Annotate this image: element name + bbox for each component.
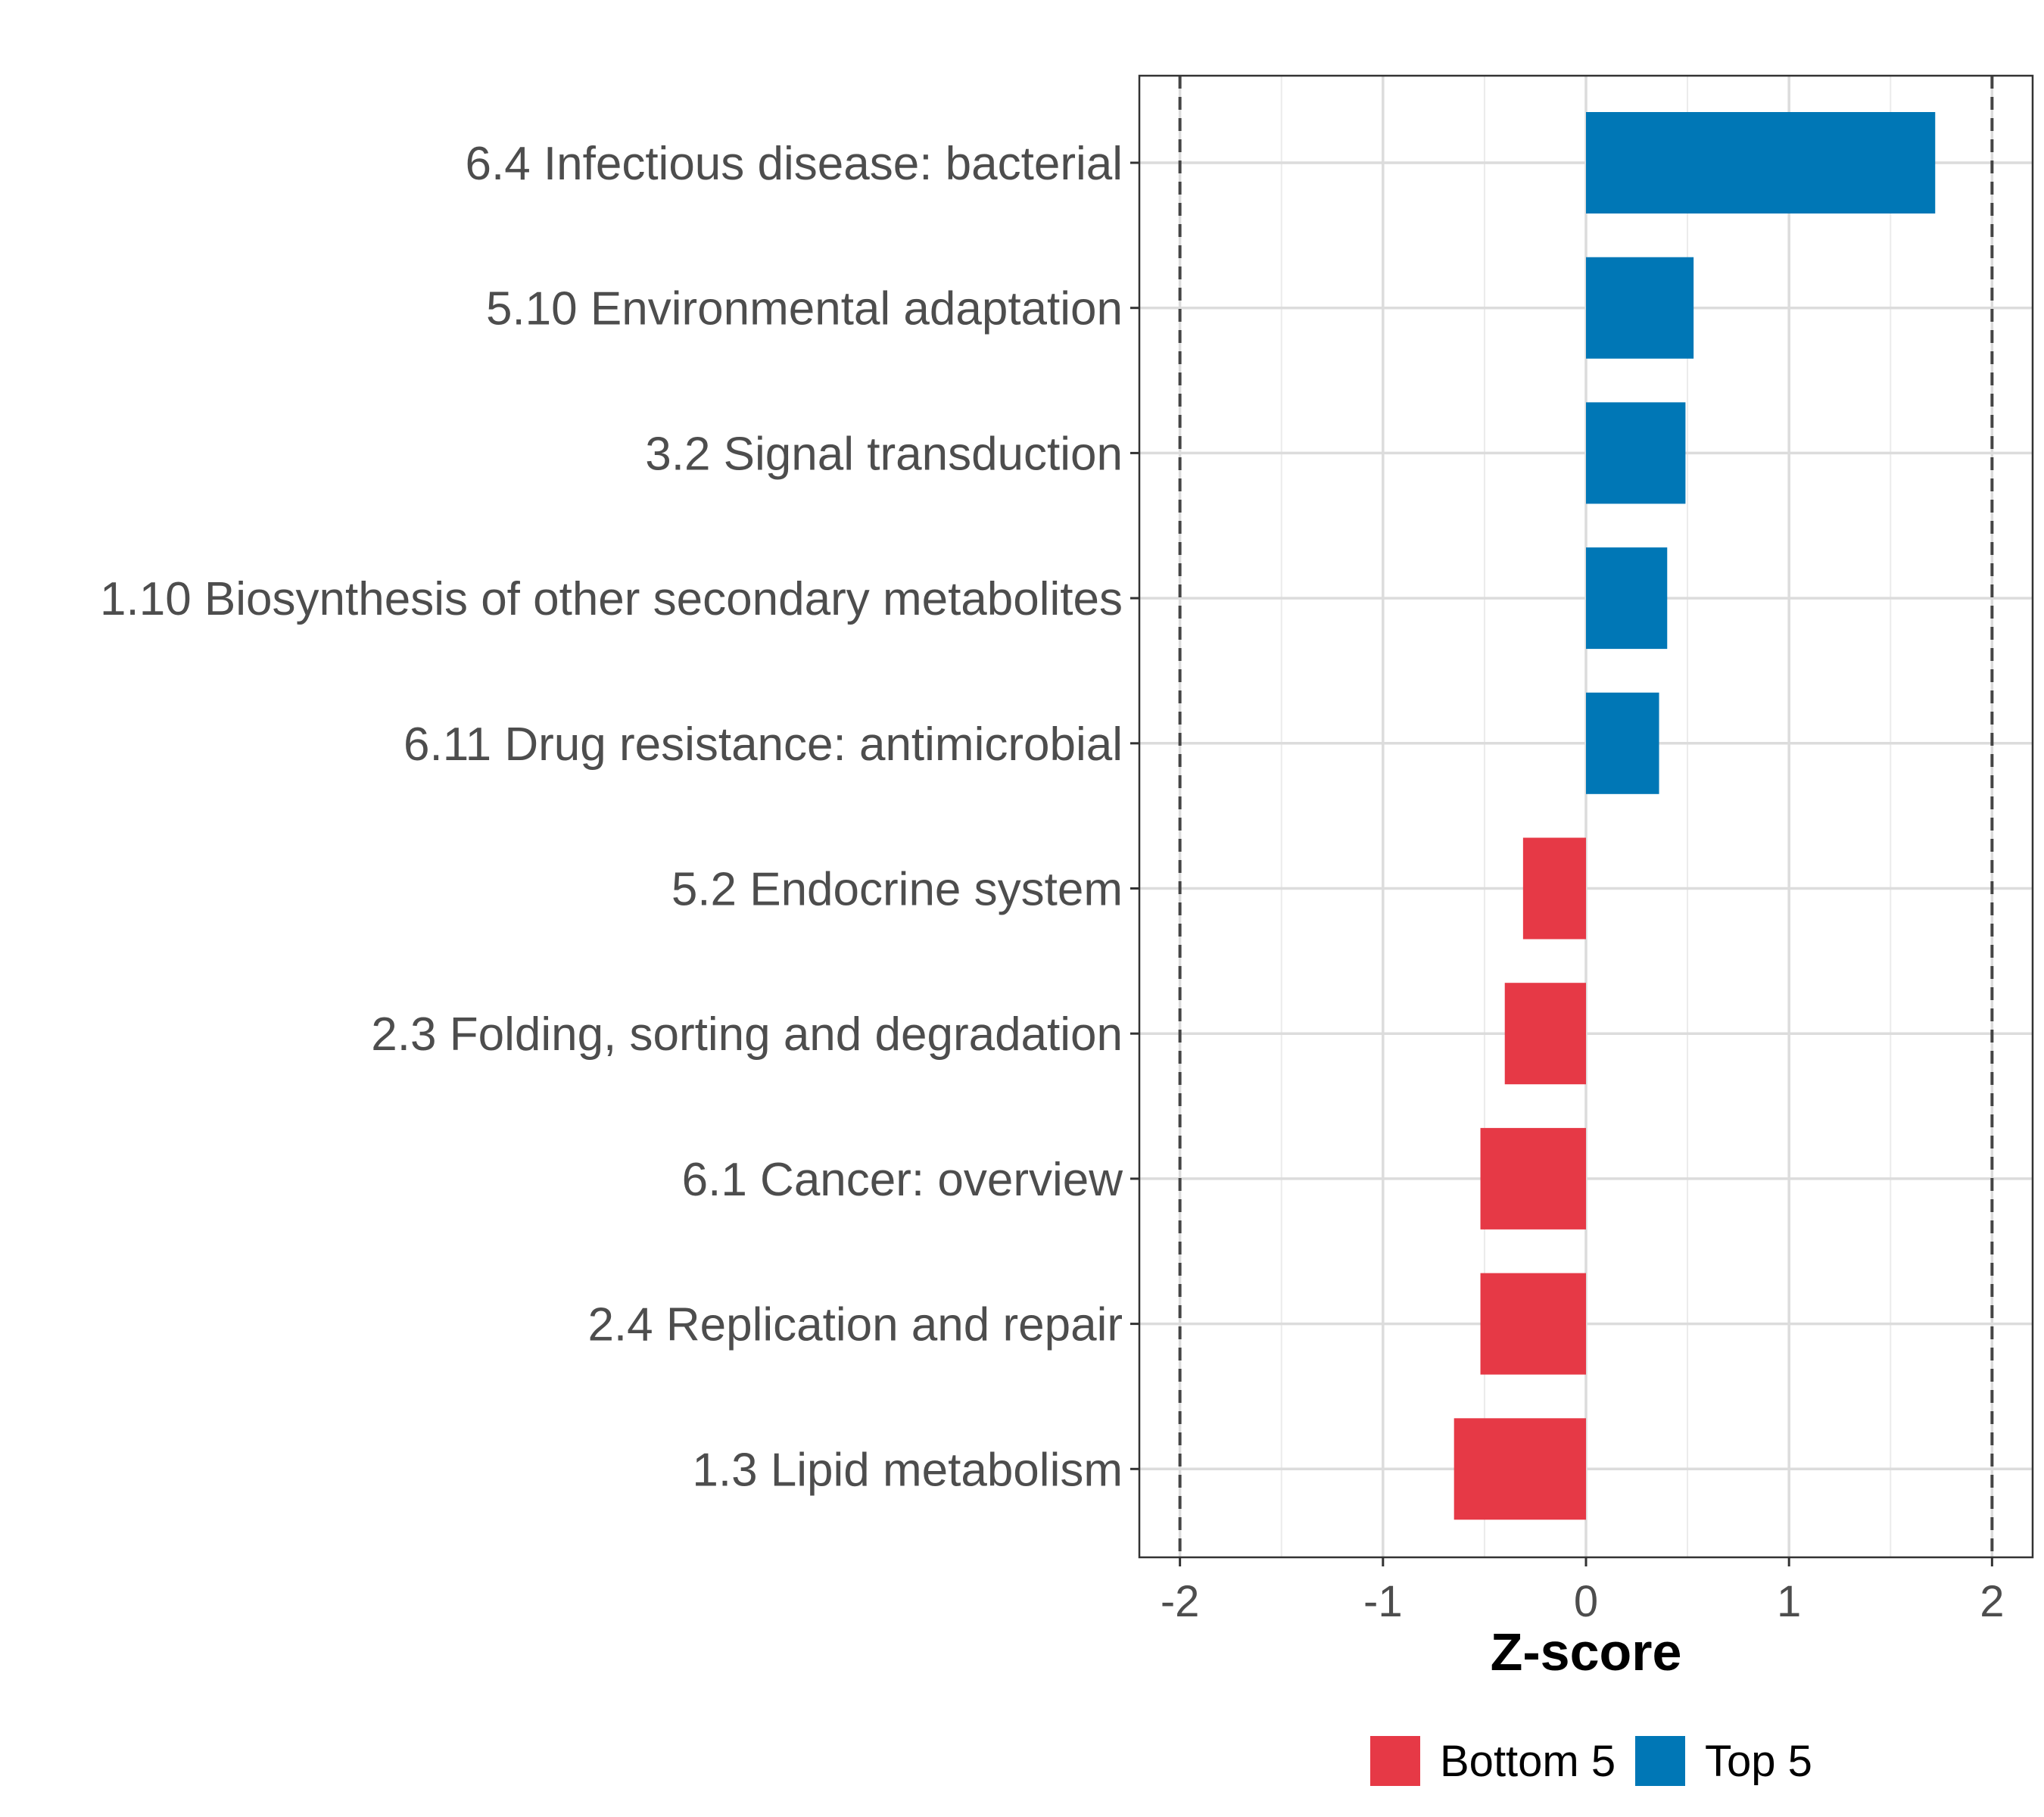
category-label: 2.4 Replication and repair (587, 1299, 1123, 1351)
x-axis: -2 -1 0 1 2 (1161, 1557, 2004, 1626)
bar-2 (1586, 257, 1694, 359)
bar-8 (1480, 1127, 1586, 1230)
x-tick-label: -1 (1363, 1577, 1403, 1626)
category-label: 1.3 Lipid metabolism (692, 1444, 1123, 1496)
legend: Bottom 5 Top 5 (1370, 1736, 1812, 1786)
category-label: 5.2 Endocrine system (671, 864, 1123, 916)
category-label: 5.10 Environmental adaptation (486, 283, 1123, 335)
x-axis-title: Z-score (1491, 1622, 1682, 1681)
bar-9 (1480, 1273, 1586, 1375)
y-axis: 6.4 Infectious disease: bacterial 5.10 En… (100, 138, 1139, 1496)
category-label: 1.10 Biosynthesis of other secondary met… (100, 573, 1123, 625)
x-tick-label: -2 (1161, 1577, 1200, 1626)
bars (1454, 112, 1936, 1520)
category-label: 6.1 Cancer: overview (682, 1154, 1123, 1206)
x-tick-label: 2 (1980, 1577, 2004, 1626)
category-label: 6.4 Infectious disease: bacterial (465, 138, 1123, 190)
legend-swatch-1 (1370, 1736, 1420, 1786)
legend-swatch-2 (1635, 1736, 1685, 1786)
bar-5 (1586, 692, 1659, 794)
legend-label-2: Top 5 (1705, 1737, 1812, 1786)
category-label: 3.2 Signal transduction (645, 428, 1123, 480)
legend-label-1: Bottom 5 (1440, 1737, 1616, 1786)
bar-10 (1454, 1418, 1586, 1520)
category-label: 6.11 Drug resistance: antimicrobial (404, 718, 1123, 771)
bar-6 (1522, 837, 1586, 940)
bar-3 (1586, 402, 1686, 504)
reference-lines (1178, 76, 1994, 1557)
bar-4 (1586, 547, 1668, 650)
x-tick-label: 0 (1574, 1577, 1598, 1626)
bar-7 (1504, 983, 1586, 1085)
bar-1 (1586, 112, 1936, 213)
category-label: 2.3 Folding, sorting and degradation (371, 1008, 1123, 1061)
x-tick-label: 1 (1777, 1577, 1801, 1626)
